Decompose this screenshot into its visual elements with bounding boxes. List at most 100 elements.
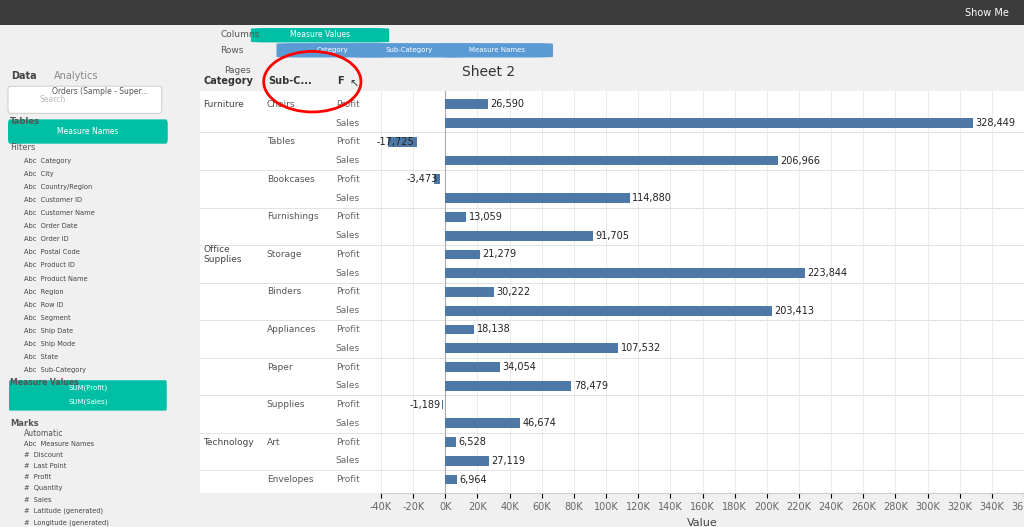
Text: ↖: ↖ — [349, 80, 358, 90]
Text: Sales: Sales — [336, 344, 359, 353]
Text: Rows: Rows — [220, 46, 244, 55]
Text: Show Me: Show Me — [965, 8, 1009, 17]
X-axis label: Value: Value — [687, 518, 718, 527]
Text: Profit: Profit — [336, 363, 359, 372]
Text: Profit: Profit — [336, 100, 359, 109]
Text: 6,964: 6,964 — [459, 475, 486, 485]
Text: Profit: Profit — [336, 287, 359, 297]
Text: Abc  State: Abc State — [24, 354, 58, 360]
Bar — [445, 287, 494, 297]
Text: Profit: Profit — [336, 325, 359, 334]
Bar — [445, 250, 479, 259]
Bar — [445, 456, 488, 466]
Text: 13,059: 13,059 — [469, 212, 503, 222]
Text: Sales: Sales — [336, 119, 359, 128]
Text: Abc  Country/Region: Abc Country/Region — [24, 184, 92, 190]
Text: Bookcases: Bookcases — [267, 175, 314, 184]
Text: Tables: Tables — [10, 116, 40, 125]
Text: #  Profit: # Profit — [24, 474, 51, 480]
Text: Chairs: Chairs — [267, 100, 295, 109]
Text: Abc  Product ID: Abc Product ID — [24, 262, 75, 268]
FancyBboxPatch shape — [440, 43, 553, 57]
Text: Measure Names: Measure Names — [469, 47, 524, 53]
FancyBboxPatch shape — [9, 394, 167, 411]
Text: Profit: Profit — [336, 138, 359, 147]
Text: Category: Category — [204, 76, 253, 86]
Text: Profit: Profit — [336, 437, 359, 446]
Bar — [445, 475, 457, 484]
Text: -1,189: -1,189 — [410, 399, 441, 409]
Bar — [445, 362, 500, 372]
Text: #  Sales: # Sales — [24, 496, 51, 503]
Text: Sales: Sales — [336, 381, 359, 391]
FancyBboxPatch shape — [9, 380, 167, 397]
Text: Paper: Paper — [267, 363, 293, 372]
Text: Measure Values: Measure Values — [10, 378, 79, 387]
FancyBboxPatch shape — [8, 120, 168, 144]
Bar — [445, 193, 630, 203]
Bar — [445, 268, 805, 278]
Text: Furniture: Furniture — [204, 100, 244, 109]
Text: Profit: Profit — [336, 250, 359, 259]
Text: Data: Data — [11, 71, 37, 81]
Text: Filters: Filters — [10, 143, 36, 152]
Bar — [445, 306, 772, 316]
Text: Supplies: Supplies — [267, 400, 305, 409]
Text: Abc  Measure Names: Abc Measure Names — [24, 441, 94, 446]
Text: 206,966: 206,966 — [780, 155, 820, 165]
Text: Abc  Region: Abc Region — [24, 289, 63, 295]
FancyBboxPatch shape — [276, 43, 389, 57]
Text: Abc  Order ID: Abc Order ID — [24, 236, 69, 242]
Text: Search: Search — [40, 95, 67, 104]
Bar — [445, 325, 474, 334]
Bar — [445, 418, 520, 428]
FancyBboxPatch shape — [353, 43, 466, 57]
Text: #  Last Point: # Last Point — [24, 463, 67, 469]
Text: 27,119: 27,119 — [492, 456, 525, 466]
Text: 328,449: 328,449 — [976, 118, 1016, 128]
FancyBboxPatch shape — [251, 28, 389, 43]
Text: Orders (Sample - Super...: Orders (Sample - Super... — [52, 86, 147, 96]
Text: 18,138: 18,138 — [477, 325, 511, 335]
Text: Sales: Sales — [336, 456, 359, 465]
Text: Profit: Profit — [336, 475, 359, 484]
Text: Sub-C...: Sub-C... — [268, 76, 312, 86]
Text: 34,054: 34,054 — [503, 362, 537, 372]
Text: #  Latitude (generated): # Latitude (generated) — [24, 508, 103, 514]
Text: Pages: Pages — [224, 65, 251, 75]
Bar — [445, 381, 571, 391]
Text: Abc  Customer Name: Abc Customer Name — [24, 210, 94, 216]
Text: 6,528: 6,528 — [458, 437, 486, 447]
Text: Sales: Sales — [336, 231, 359, 240]
Text: Sales: Sales — [336, 269, 359, 278]
Text: -17,725: -17,725 — [377, 137, 415, 147]
Bar — [445, 118, 973, 128]
Bar — [445, 100, 488, 109]
Bar — [445, 344, 618, 353]
Text: Measure Names: Measure Names — [57, 126, 119, 135]
Text: Abc  Sub-Category: Abc Sub-Category — [24, 367, 86, 373]
Text: 46,674: 46,674 — [523, 418, 557, 428]
Text: 203,413: 203,413 — [775, 306, 815, 316]
Text: Tables: Tables — [267, 138, 295, 147]
Text: Category: Category — [317, 47, 348, 53]
Bar — [445, 155, 778, 165]
Text: F: F — [338, 76, 344, 86]
Text: Marks: Marks — [10, 419, 39, 428]
Bar — [441, 399, 443, 409]
Text: Profit: Profit — [336, 400, 359, 409]
Text: SUM(Sales): SUM(Sales) — [69, 399, 108, 405]
Text: Sub-Category: Sub-Category — [386, 47, 433, 53]
Text: Sales: Sales — [336, 419, 359, 428]
Text: Sales: Sales — [336, 193, 359, 203]
Text: Analytics: Analytics — [53, 71, 98, 81]
Text: Abc  Ship Mode: Abc Ship Mode — [24, 341, 76, 347]
Text: #  Quantity: # Quantity — [24, 485, 62, 491]
Bar — [434, 174, 439, 184]
Bar — [445, 212, 466, 222]
Bar — [445, 437, 456, 447]
Text: Measure Values: Measure Values — [291, 31, 350, 40]
Text: Profit: Profit — [336, 212, 359, 221]
Text: 30,222: 30,222 — [497, 287, 530, 297]
Text: Storage: Storage — [267, 250, 302, 259]
